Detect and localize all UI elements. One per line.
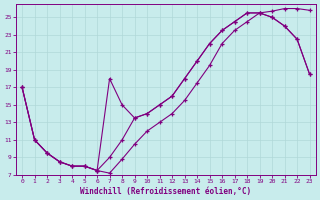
X-axis label: Windchill (Refroidissement éolien,°C): Windchill (Refroidissement éolien,°C) — [80, 187, 252, 196]
